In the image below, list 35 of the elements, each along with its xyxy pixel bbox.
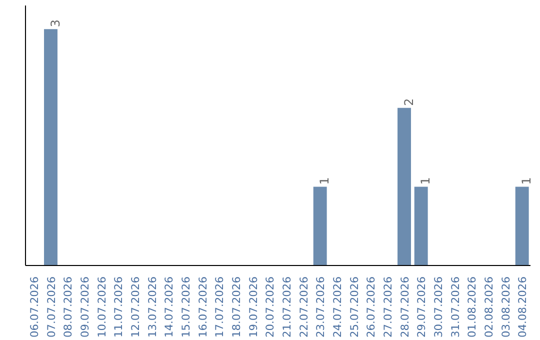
x-tick-label: 29.07.2026 (415, 276, 428, 338)
x-tick-label: 30.07.2026 (432, 276, 445, 338)
x-tick-label: 02.08.2026 (482, 276, 496, 338)
data-label: 3 (48, 19, 62, 28)
x-tick-label: 10.07.2026 (95, 276, 108, 338)
x-tick-label: 16.07.2026 (196, 276, 210, 338)
x-tick-label: 15.07.2026 (179, 276, 192, 338)
x-tick-label: 09.07.2026 (78, 276, 92, 338)
x-tick-label: 17.07.2026 (213, 276, 226, 338)
x-tick-label: 07.07.2026 (44, 276, 58, 338)
x-tick-label: 22.07.2026 (297, 276, 310, 338)
x-tick-label: 18.07.2026 (230, 276, 243, 338)
x-tick-label: 20.07.2026 (264, 276, 277, 338)
data-label: 1 (520, 177, 534, 185)
data-label: 1 (418, 177, 433, 185)
x-tick-label: 25.07.2026 (348, 276, 361, 338)
x-tick-label: 12.07.2026 (128, 276, 142, 338)
x-tick-label: 08.07.2026 (62, 276, 75, 338)
x-tick-label: 06.07.2026 (28, 276, 41, 338)
x-tick-label: 13.07.2026 (146, 276, 159, 338)
x-tick-label: 03.08.2026 (499, 276, 512, 338)
x-tick-label: 23.07.2026 (314, 276, 328, 338)
x-tick-label: 04.08.2026 (516, 276, 530, 338)
x-tick-label: 26.07.2026 (364, 276, 378, 338)
x-tick-label: 21.07.2026 (280, 276, 294, 338)
x-tick-label: 31.07.2026 (448, 276, 462, 338)
x-tick-label: 14.07.2026 (162, 276, 176, 338)
x-tick-label: 19.07.2026 (246, 276, 260, 338)
x-tick-label: 27.07.2026 (381, 276, 394, 338)
x-tick-label: 01.08.2026 (466, 276, 479, 338)
data-label: 2 (402, 98, 416, 106)
x-tick-label: 11.07.2026 (112, 276, 126, 338)
x-tick-label: 24.07.2026 (330, 276, 344, 338)
data-label: 1 (318, 177, 332, 185)
x-tick-label: 28.07.2026 (398, 276, 412, 338)
